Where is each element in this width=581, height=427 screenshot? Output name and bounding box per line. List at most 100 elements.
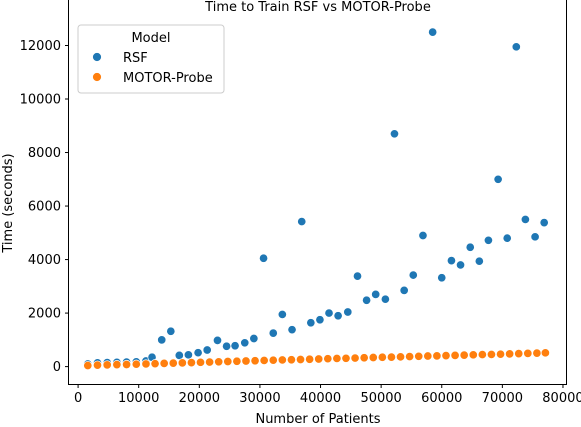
- point-rsf-35: [408, 270, 418, 280]
- point-motor-probe-23: [295, 354, 306, 365]
- x-tick-label-0: 0: [74, 391, 82, 406]
- point-motor-probe-48: [523, 348, 533, 358]
- point-motor-probe-9: [168, 358, 178, 368]
- point-motor-probe-41: [459, 350, 469, 360]
- point-rsf-33: [389, 129, 400, 139]
- point-motor-probe-40: [450, 350, 460, 360]
- point-motor-probe-6: [141, 359, 151, 369]
- y-tick-label-6: 12000: [20, 39, 61, 54]
- y-tick-label-2: 4000: [28, 253, 61, 268]
- y-tick-label-1: 2000: [28, 307, 61, 322]
- point-motor-probe-37: [423, 351, 433, 361]
- point-rsf-12: [193, 348, 203, 358]
- point-rsf-8: [157, 335, 167, 345]
- point-motor-probe-20: [268, 355, 278, 365]
- point-motor-probe-14: [214, 357, 224, 367]
- point-motor-probe-39: [441, 351, 451, 361]
- point-rsf-32: [380, 294, 390, 304]
- point-motor-probe-30: [359, 353, 369, 363]
- point-rsf-38: [437, 273, 447, 283]
- point-rsf-48: [530, 232, 540, 242]
- point-motor-probe-0: [83, 360, 93, 371]
- point-motor-probe-33: [386, 352, 396, 362]
- point-rsf-15: [222, 341, 232, 351]
- point-rsf-40: [455, 260, 466, 270]
- x-tick-label-3: 30000: [239, 391, 280, 406]
- point-motor-probe-8: [159, 358, 169, 368]
- point-motor-probe-34: [395, 352, 406, 362]
- legend-marker-motor-probe: [92, 72, 102, 82]
- point-motor-probe-26: [323, 354, 333, 364]
- point-rsf-34: [399, 285, 409, 295]
- point-rsf-41: [465, 242, 475, 252]
- point-rsf-21: [277, 309, 287, 319]
- point-rsf-28: [343, 307, 353, 317]
- point-rsf-22: [287, 325, 297, 335]
- point-rsf-45: [502, 233, 512, 243]
- point-rsf-46: [511, 42, 521, 52]
- point-motor-probe-35: [405, 352, 415, 362]
- y-tick-label-0: 0: [53, 360, 61, 375]
- point-rsf-14: [212, 335, 223, 345]
- point-rsf-26: [324, 308, 334, 318]
- point-motor-probe-21: [277, 355, 287, 365]
- x-axis-label: Number of Patients: [255, 412, 380, 427]
- point-motor-probe-12: [195, 357, 206, 367]
- point-rsf-17: [240, 338, 250, 348]
- point-motor-probe-32: [377, 352, 387, 362]
- point-motor-probe-31: [368, 352, 378, 363]
- point-rsf-16: [230, 341, 240, 351]
- point-motor-probe-15: [223, 356, 233, 367]
- point-rsf-30: [362, 295, 372, 305]
- legend: Model RSF MOTOR-Probe: [77, 24, 225, 94]
- point-rsf-19: [259, 253, 269, 263]
- point-motor-probe-17: [241, 356, 251, 366]
- point-rsf-25: [315, 315, 325, 325]
- point-rsf-31: [371, 289, 381, 299]
- point-motor-probe-1: [92, 360, 103, 370]
- point-motor-probe-19: [259, 355, 269, 366]
- point-motor-probe-7: [150, 359, 160, 369]
- point-rsf-27: [333, 311, 343, 321]
- point-rsf-13: [202, 345, 212, 355]
- legend-label-motor-probe: MOTOR-Probe: [123, 71, 213, 86]
- point-rsf-36: [418, 230, 428, 241]
- legend-box: [77, 24, 225, 94]
- point-motor-probe-38: [432, 351, 442, 361]
- point-motor-probe-22: [286, 355, 296, 365]
- y-axis-label: Time (seconds): [1, 153, 16, 253]
- point-motor-probe-18: [250, 356, 260, 366]
- point-motor-probe-29: [350, 353, 360, 363]
- point-rsf-9: [166, 326, 176, 336]
- legend-marker-rsf: [92, 52, 102, 62]
- point-rsf-23: [297, 217, 307, 227]
- point-motor-probe-13: [205, 357, 215, 367]
- point-rsf-10: [174, 350, 184, 360]
- x-tick-label-2: 20000: [179, 391, 220, 406]
- point-motor-probe-27: [332, 353, 342, 363]
- y-tick-label-3: 6000: [28, 200, 61, 215]
- point-motor-probe-28: [341, 353, 351, 363]
- y-axis-ticks: 0 2000 4000 6000 8000 10000 12000: [20, 39, 69, 375]
- point-motor-probe-44: [486, 349, 496, 359]
- point-rsf-11: [183, 350, 193, 360]
- point-motor-probe-36: [414, 351, 424, 361]
- point-motor-probe-24: [305, 354, 315, 364]
- point-motor-probe-3: [112, 360, 122, 370]
- point-rsf-43: [483, 235, 493, 245]
- legend-title: Model: [131, 31, 170, 46]
- x-tick-label-4: 40000: [300, 391, 341, 406]
- plot-frame: [68, 0, 567, 385]
- chart-title: Time to Train RSF vs MOTOR-Probe: [204, 0, 431, 15]
- point-rsf-47: [520, 214, 530, 224]
- point-motor-probe-10: [177, 358, 187, 368]
- point-motor-probe-11: [186, 358, 196, 368]
- point-rsf-18: [249, 333, 259, 344]
- point-motor-probe-49: [532, 348, 542, 358]
- point-motor-probe-2: [102, 360, 112, 370]
- point-motor-probe-47: [514, 349, 524, 359]
- legend-label-rsf: RSF: [123, 51, 148, 66]
- data-points: [83, 27, 550, 371]
- point-rsf-37: [428, 27, 438, 37]
